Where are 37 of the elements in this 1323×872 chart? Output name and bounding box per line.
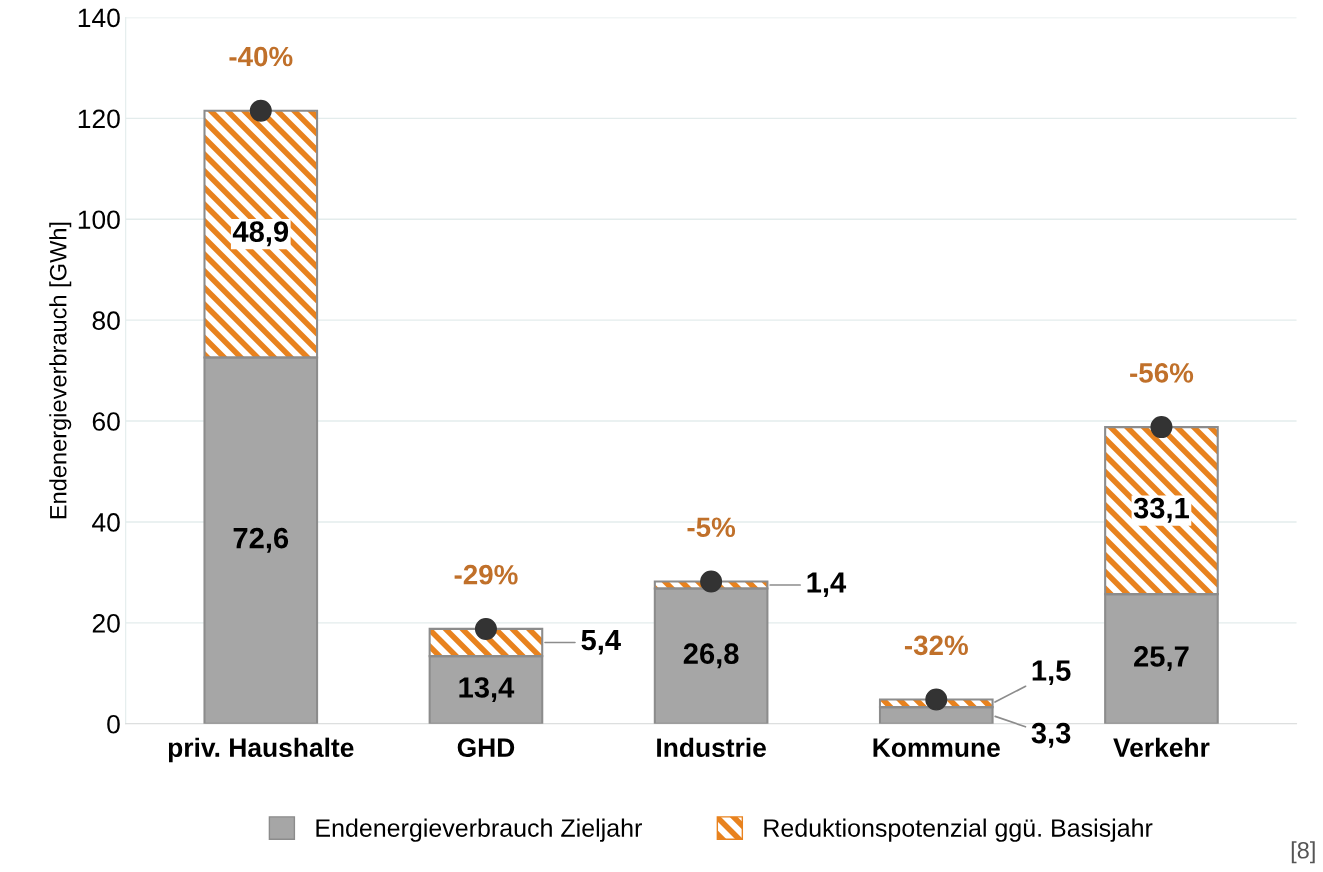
y-tick-label: 40: [92, 513, 120, 532]
y-tick-label: 80: [92, 311, 120, 330]
data-label: 1,5: [1032, 660, 1071, 686]
y-tick-label: 60: [92, 412, 120, 431]
point: [925, 688, 948, 711]
y-tick-label: 20: [92, 613, 120, 633]
x-tick-label: Kommune: [873, 738, 1000, 758]
y-axis-title: Endenergieverbrauch [GWh]: [49, 222, 72, 519]
text: [8]: [1291, 841, 1315, 864]
data-label: 72,6: [233, 527, 289, 553]
y-tick-label: 0: [107, 714, 120, 734]
data-label: 26,8: [683, 643, 739, 669]
x-tick-label: Industrie: [657, 737, 766, 758]
annotation: -5%: [687, 517, 736, 538]
x-tick-label: GHD: [457, 738, 515, 758]
annotation: -32%: [904, 635, 968, 656]
point: [1150, 416, 1173, 439]
y-tick-label: 120: [78, 109, 120, 129]
point: [249, 99, 272, 122]
data-label: 13,4: [459, 677, 515, 703]
y-tick-label: 140: [78, 8, 120, 28]
point: [474, 617, 497, 640]
annotation: -29%: [454, 564, 518, 585]
data-label: 5,4: [581, 630, 621, 655]
legend-label: Reduktionspotenzial ggü. Basisjahr: [764, 818, 1153, 842]
point: [700, 570, 723, 593]
legend-label: Endenergieverbrauch Zieljahr: [316, 818, 642, 842]
annotation: -40%: [229, 46, 293, 67]
annotation: -56%: [1130, 363, 1194, 383]
data-label: 1,4: [807, 572, 847, 598]
x-tick-label: priv. Haushalte: [168, 737, 354, 763]
data-label: 33,1: [1133, 497, 1190, 523]
y-tick-label: 100: [78, 210, 120, 230]
data-label: 25,7: [1134, 646, 1189, 671]
data-label: 3,3: [1031, 722, 1071, 748]
data-label: 48,9: [232, 221, 289, 247]
x-tick-label: Verkehr: [1113, 737, 1210, 758]
